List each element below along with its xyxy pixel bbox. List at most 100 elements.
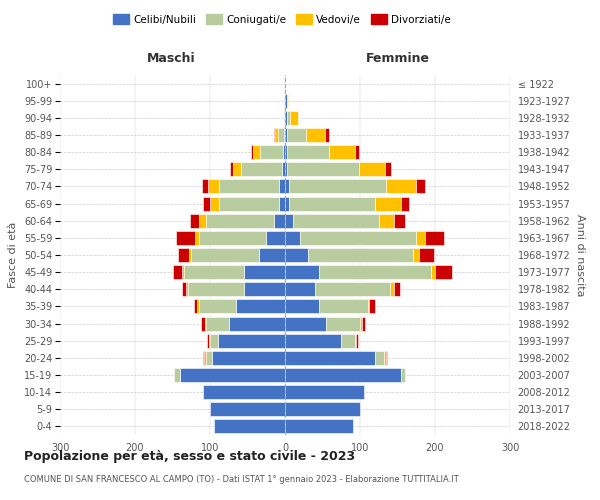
Bar [282,162,285,176]
Bar [285,334,341,347]
Bar [189,248,191,262]
Bar [290,111,298,125]
Bar [287,128,306,142]
Bar [285,368,401,382]
Bar [178,248,189,262]
Y-axis label: Fasce di età: Fasce di età [8,222,19,288]
Bar [384,351,386,365]
Bar [218,334,285,347]
Bar [191,248,259,262]
Bar [329,145,355,159]
Bar [201,316,205,330]
Bar [379,214,394,228]
Bar [195,231,199,245]
Bar [214,420,285,434]
Bar [187,282,244,296]
Bar [197,300,199,314]
Bar [386,180,416,194]
Bar [180,368,285,382]
Bar [285,248,308,262]
Bar [308,248,413,262]
Bar [285,420,353,434]
Bar [287,111,290,125]
Bar [212,351,285,365]
Text: COMUNE DI SAN FRANCESCO AL CAMPO (TO) - Dati ISTAT 1° gennaio 2023 - Elaborazion: COMUNE DI SAN FRANCESCO AL CAMPO (TO) - … [24,475,459,484]
Bar [419,248,433,262]
Bar [289,196,375,210]
Bar [315,282,390,296]
Bar [285,385,364,399]
Bar [244,282,285,296]
Bar [219,180,279,194]
Bar [361,316,365,330]
Bar [174,368,180,382]
Bar [186,282,187,296]
Bar [207,334,209,347]
Bar [285,111,287,125]
Bar [413,248,419,262]
Bar [394,282,400,296]
Bar [236,300,285,314]
Bar [285,180,289,194]
Bar [204,351,205,365]
Bar [355,334,356,347]
Bar [289,180,386,194]
Bar [284,128,285,142]
Bar [260,145,283,159]
Bar [229,162,233,176]
Bar [367,300,369,314]
Bar [205,316,206,330]
Bar [319,300,367,314]
Bar [199,300,236,314]
Bar [375,351,384,365]
Text: Femmine: Femmine [366,52,430,65]
Text: Maschi: Maschi [146,52,196,65]
Bar [210,334,218,347]
Bar [253,145,260,159]
Bar [416,180,425,194]
Legend: Celibi/Nubili, Coniugati/e, Vedovi/e, Divorziati/e: Celibi/Nubili, Coniugati/e, Vedovi/e, Di… [109,10,455,29]
Bar [184,265,244,279]
Bar [319,265,431,279]
Bar [341,334,355,347]
Bar [287,145,329,159]
Bar [285,196,289,210]
Bar [229,316,285,330]
Bar [203,196,210,210]
Bar [287,162,359,176]
Bar [355,145,359,159]
Bar [279,196,285,210]
Bar [285,265,319,279]
Bar [205,351,212,365]
Bar [176,231,195,245]
Bar [203,351,204,365]
Bar [306,128,325,142]
Bar [356,334,358,347]
Bar [182,265,184,279]
Bar [182,282,186,296]
Bar [285,94,287,108]
Bar [285,214,293,228]
Bar [394,214,405,228]
Bar [401,196,409,210]
Bar [241,162,282,176]
Bar [209,334,210,347]
Bar [193,300,197,314]
Bar [266,231,285,245]
Bar [284,111,285,125]
Bar [300,231,416,245]
Bar [283,145,285,159]
Bar [386,351,387,365]
Bar [435,265,452,279]
Bar [219,196,279,210]
Bar [285,128,287,142]
Bar [390,282,394,296]
Bar [251,145,253,159]
Bar [401,368,405,382]
Bar [285,145,287,159]
Bar [326,316,360,330]
Bar [369,300,375,314]
Bar [206,214,274,228]
Bar [285,402,360,416]
Bar [210,196,219,210]
